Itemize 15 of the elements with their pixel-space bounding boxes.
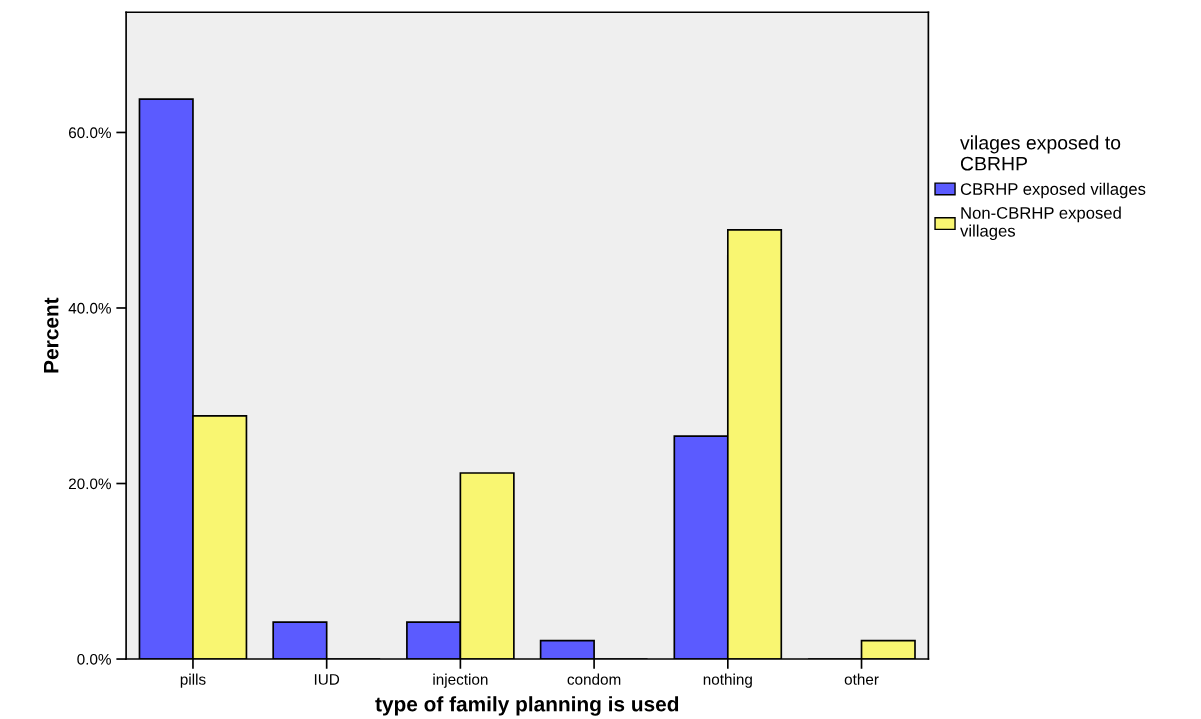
x-tick-label: other [844, 673, 879, 685]
legend-label: Non-CBRHP exposed villages [960, 206, 1121, 241]
y-tick-label: 40.0% [68, 302, 111, 314]
y-tick-label: 20.0% [68, 478, 111, 490]
x-tick-label: nothing [703, 673, 752, 688]
x-tick-label: IUD [314, 674, 340, 685]
x-axis-title: type of family planning is used [375, 696, 679, 716]
x-tick-label: condom [567, 673, 621, 685]
y-tick-label: 60.0% [68, 127, 111, 139]
legend-title: vilages exposed to CBRHP [960, 135, 1121, 171]
x-tick-label: pills [180, 673, 206, 688]
y-axis-title: Percent [43, 297, 59, 373]
legend-label: CBRHP exposed villages [960, 182, 1146, 199]
y-tick-label: 0.0% [77, 653, 111, 665]
x-tick-label: injection [433, 673, 488, 688]
